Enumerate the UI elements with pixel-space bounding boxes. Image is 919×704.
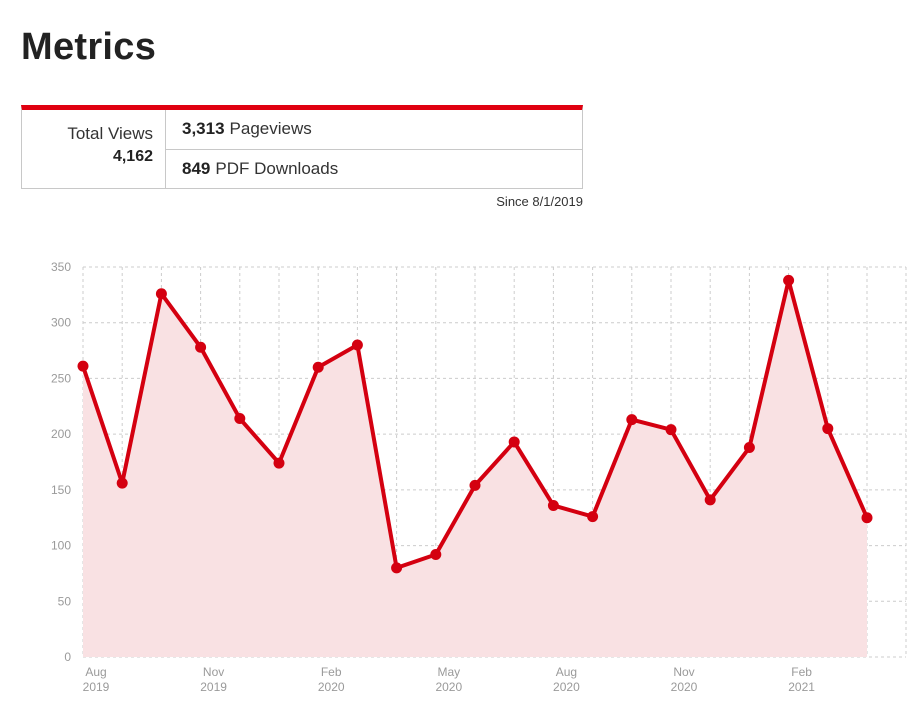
x-tick-year: 2020 bbox=[318, 680, 345, 694]
x-tick-year: 2020 bbox=[671, 680, 698, 694]
data-point bbox=[704, 494, 716, 506]
y-tick-label: 300 bbox=[51, 316, 71, 330]
x-tick-year: 2020 bbox=[553, 680, 580, 694]
data-point bbox=[391, 562, 403, 574]
data-point bbox=[469, 479, 481, 491]
x-tick-month: Aug bbox=[556, 665, 577, 679]
x-tick-month: Aug bbox=[85, 665, 106, 679]
page-title: Metrics bbox=[21, 26, 157, 68]
views-breakdown: 3,313 Pageviews 849 PDF Downloads bbox=[166, 110, 582, 188]
x-tick-month: Feb bbox=[791, 665, 812, 679]
data-point bbox=[116, 477, 128, 489]
metrics-summary-box: Total Views 4,162 3,313 Pageviews 849 PD… bbox=[21, 105, 583, 189]
x-tick-year: 2021 bbox=[788, 680, 815, 694]
data-point bbox=[861, 512, 873, 524]
y-tick-label: 0 bbox=[64, 650, 71, 664]
x-tick-year: 2020 bbox=[435, 680, 462, 694]
x-tick-month: May bbox=[437, 665, 460, 679]
total-views-value: 4,162 bbox=[112, 148, 153, 165]
data-point bbox=[508, 436, 520, 448]
y-tick-label: 100 bbox=[51, 539, 71, 553]
data-point bbox=[195, 341, 207, 353]
data-point bbox=[547, 499, 559, 511]
y-tick-label: 200 bbox=[51, 427, 71, 441]
pageviews-value: 3,313 bbox=[182, 119, 225, 139]
downloads-row: 849 PDF Downloads bbox=[166, 148, 582, 189]
x-tick-year: 2019 bbox=[200, 680, 227, 694]
data-point bbox=[312, 361, 324, 373]
views-chart: 050100150200250300350Aug2019Nov2019Feb20… bbox=[51, 260, 907, 694]
data-point bbox=[430, 548, 442, 560]
x-tick-month: Feb bbox=[321, 665, 342, 679]
downloads-value: 849 bbox=[182, 158, 211, 178]
data-point bbox=[351, 339, 363, 351]
data-point bbox=[743, 442, 755, 454]
data-point bbox=[587, 511, 599, 523]
pageviews-row: 3,313 Pageviews bbox=[166, 110, 582, 149]
x-tick-year: 2019 bbox=[83, 680, 110, 694]
data-point bbox=[822, 423, 834, 435]
y-tick-label: 250 bbox=[51, 371, 71, 385]
y-tick-label: 150 bbox=[51, 483, 71, 497]
data-point bbox=[665, 424, 677, 436]
total-views-label: Total Views bbox=[67, 124, 153, 143]
data-point bbox=[77, 360, 89, 372]
data-point bbox=[626, 414, 638, 426]
views-area bbox=[83, 280, 867, 657]
data-point bbox=[234, 413, 246, 425]
x-tick-month: Nov bbox=[203, 665, 224, 679]
total-views-cell: Total Views 4,162 bbox=[22, 110, 166, 188]
data-point bbox=[273, 457, 285, 469]
y-tick-label: 50 bbox=[58, 594, 72, 608]
pageviews-label: Pageviews bbox=[229, 119, 312, 139]
x-tick-month: Nov bbox=[673, 665, 694, 679]
downloads-label: PDF Downloads bbox=[215, 158, 339, 178]
data-point bbox=[783, 274, 795, 286]
y-tick-label: 350 bbox=[51, 260, 71, 274]
data-point bbox=[155, 288, 167, 300]
since-date-note: Since 8/1/2019 bbox=[496, 194, 583, 209]
